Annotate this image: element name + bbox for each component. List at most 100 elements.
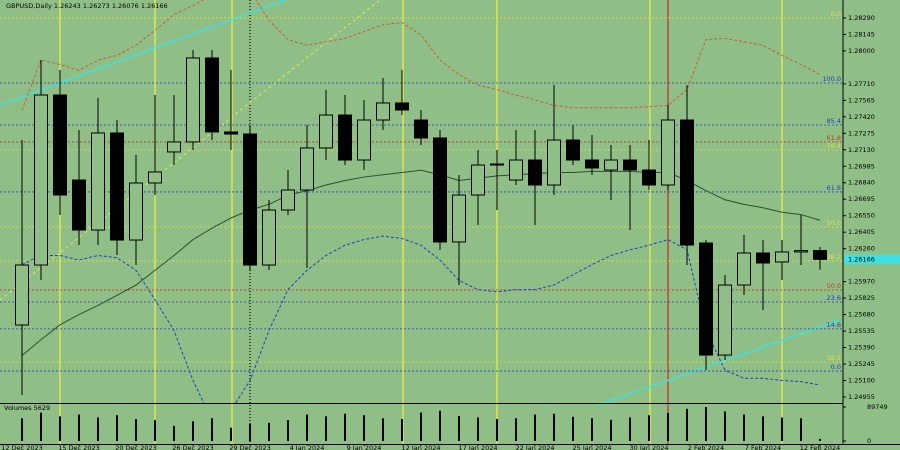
- candle-body: [718, 284, 732, 356]
- volume-bar: [363, 415, 365, 441]
- low: 1.26076: [112, 2, 139, 10]
- x-tick-label: 12 Jan 2024: [402, 444, 441, 450]
- volume-bar: [59, 416, 61, 441]
- candle-body: [167, 141, 181, 153]
- volume-bar: [97, 417, 99, 441]
- level-label: 61.8: [827, 184, 841, 192]
- candle-body: [281, 189, 295, 211]
- candle-body: [471, 164, 485, 196]
- level-label: 76.4: [827, 142, 841, 150]
- candle-body: [433, 137, 447, 243]
- candle-body: [338, 114, 352, 161]
- volume-bar: [572, 416, 574, 441]
- candle-body: [414, 119, 428, 139]
- volume-bar: [762, 416, 764, 441]
- volume-bar: [268, 422, 270, 441]
- candle-body: [72, 179, 86, 231]
- volume-title: Volumes 5629: [4, 404, 50, 412]
- x-tick-label: 25 Jan 2024: [573, 444, 612, 450]
- volume-bar: [211, 418, 213, 441]
- candle-body: [490, 163, 504, 166]
- y-tick-label: 1.25535: [848, 327, 875, 335]
- trend-line: [597, 319, 841, 406]
- symbol: GBPUSD,Daily: [6, 2, 52, 10]
- candle-body: [528, 159, 542, 186]
- x-tick-label: 22 Jan 2024: [516, 444, 555, 450]
- volume-bar: [610, 419, 612, 441]
- level-label: 0.0: [831, 363, 841, 371]
- candle-body: [243, 133, 257, 266]
- volume-bar: [154, 420, 156, 441]
- level-label: 0.0: [831, 10, 841, 18]
- y-tick-label: 1.28145: [848, 30, 875, 38]
- volume-bar: [781, 417, 783, 441]
- y-tick-label: 1.28290: [848, 14, 875, 22]
- x-tick-label: 20 Dec 2023: [115, 444, 157, 450]
- candle-body: [756, 252, 770, 264]
- candle-body: [186, 57, 200, 143]
- candle-body: [566, 139, 580, 161]
- volume-bar: [21, 418, 23, 441]
- volume-bar: [800, 418, 802, 441]
- candle-body: [604, 159, 618, 171]
- volume-tick-label: 89749: [867, 403, 888, 411]
- x-tick-label: 7 Feb 2024: [745, 444, 781, 450]
- volume-label: Volumes: [4, 404, 32, 412]
- candle-body: [395, 102, 409, 111]
- candle-body: [680, 119, 694, 246]
- volume-bar: [173, 425, 175, 441]
- volume-bar: [420, 412, 422, 441]
- candle-body: [642, 169, 656, 186]
- volume-bar: [591, 418, 593, 441]
- volume-bar: [401, 419, 403, 441]
- volume-bar: [629, 417, 631, 441]
- candle-body: [357, 119, 371, 161]
- level-label: 38.2: [827, 253, 841, 261]
- y-tick-label: 1.26260: [848, 245, 875, 253]
- volume-bar: [496, 419, 498, 441]
- volume-bar: [40, 412, 42, 441]
- level-label: 100.0: [822, 75, 841, 83]
- level-label: 14.6: [827, 321, 841, 329]
- y-tick-label: 1.27565: [848, 96, 875, 104]
- volume-bar: [667, 412, 669, 441]
- volume-bar: [287, 420, 289, 441]
- x-tick-label: 9 Jan 2024: [347, 444, 382, 450]
- candle-body: [737, 252, 751, 286]
- volume-bar: [78, 414, 80, 441]
- volume-bar: [344, 413, 346, 441]
- volume-bar: [306, 414, 308, 441]
- volume-last: 5629: [34, 404, 51, 412]
- volume-bar: [819, 438, 821, 441]
- y-tick-label: 1.25100: [848, 376, 875, 384]
- level-label: 50.0: [827, 282, 841, 290]
- candle-body: [224, 131, 238, 135]
- x-tick-label: 29 Dec 2023: [229, 444, 271, 450]
- candle-body: [91, 132, 105, 231]
- y-tick-label: 1.27420: [848, 113, 875, 121]
- volume-bar: [325, 416, 327, 441]
- header: GBPUSD,Daily 1.26243 1.26273 1.26076 1.2…: [6, 2, 168, 10]
- volume-bar: [135, 419, 137, 441]
- volume-bar: [515, 418, 517, 441]
- candle-body: [775, 251, 789, 263]
- candle-body: [376, 102, 390, 121]
- y-tick-label: 1.25970: [848, 278, 875, 286]
- volume-bar: [724, 411, 726, 441]
- volume-bar: [458, 415, 460, 441]
- close: 1.26166: [141, 2, 168, 10]
- y-tick-label: 1.26550: [848, 212, 875, 220]
- candle-body: [53, 94, 67, 196]
- y-tick-label: 1.27275: [848, 129, 875, 137]
- volume-bar: [477, 417, 479, 441]
- current-price: 1.26166: [848, 255, 875, 263]
- volume-bar: [705, 407, 707, 441]
- x-tick-label: 4 Jan 2024: [290, 444, 325, 450]
- y-tick-label: 1.27130: [848, 146, 875, 154]
- candle-body: [661, 119, 675, 186]
- candle-body: [585, 159, 599, 169]
- volume-bar: [249, 423, 251, 441]
- y-tick-label: 1.25680: [848, 311, 875, 319]
